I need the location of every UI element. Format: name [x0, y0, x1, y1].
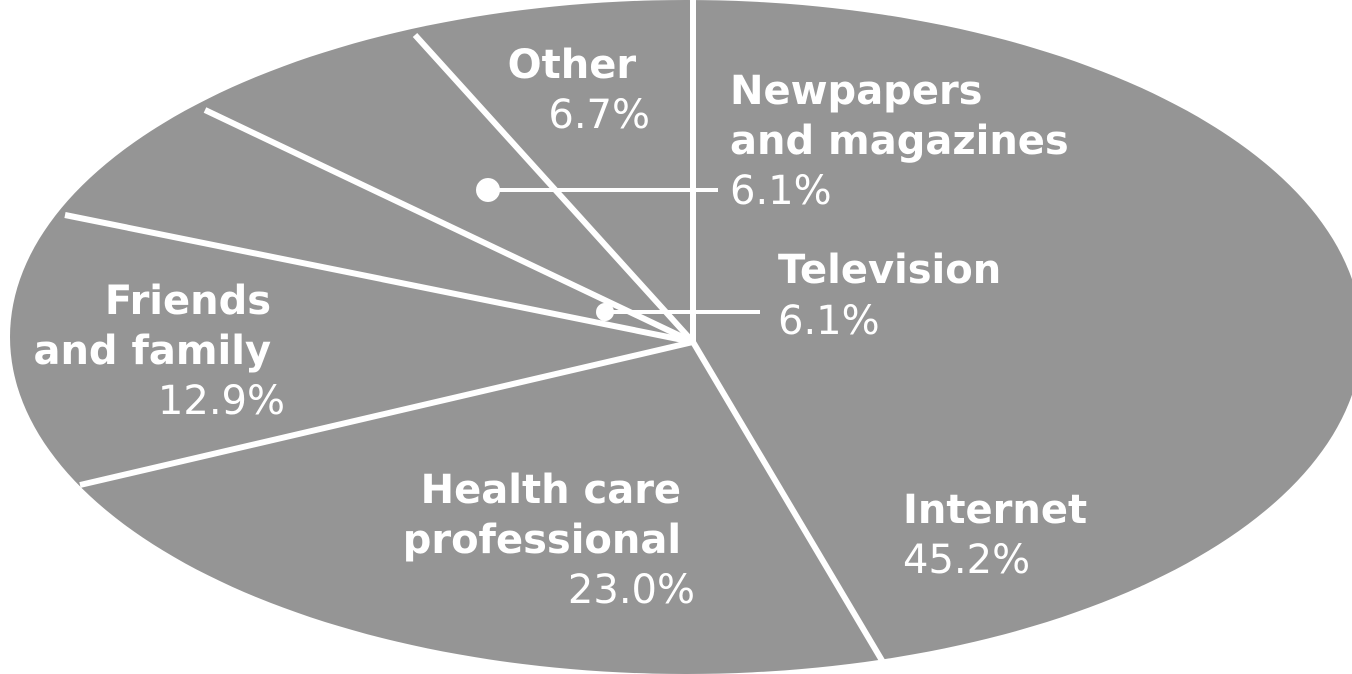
slice-dividers [64, 0, 893, 674]
divider-health-friends [79, 339, 694, 488]
label-friends: Friends and family 12.9% [33, 278, 285, 424]
label-health: Health care professional 23.0% [403, 467, 695, 613]
label-newspapers: Newpapers and magazines 6.1% [730, 68, 1083, 214]
slice-labels: Other 6.7% Newpapers and magazines 6.1% … [33, 42, 1101, 613]
label-television: Television 6.1% [778, 247, 1015, 344]
divider-internet-health [690, 340, 893, 674]
leader-dot-newspapers [476, 178, 500, 202]
divider-television-newspapers [203, 107, 695, 345]
label-internet: Internet 45.2% [903, 487, 1101, 583]
leader-lines [476, 178, 760, 321]
leader-dot-television [596, 303, 614, 321]
label-other: Other 6.7% [508, 42, 650, 138]
divider-friends-television [64, 212, 694, 345]
